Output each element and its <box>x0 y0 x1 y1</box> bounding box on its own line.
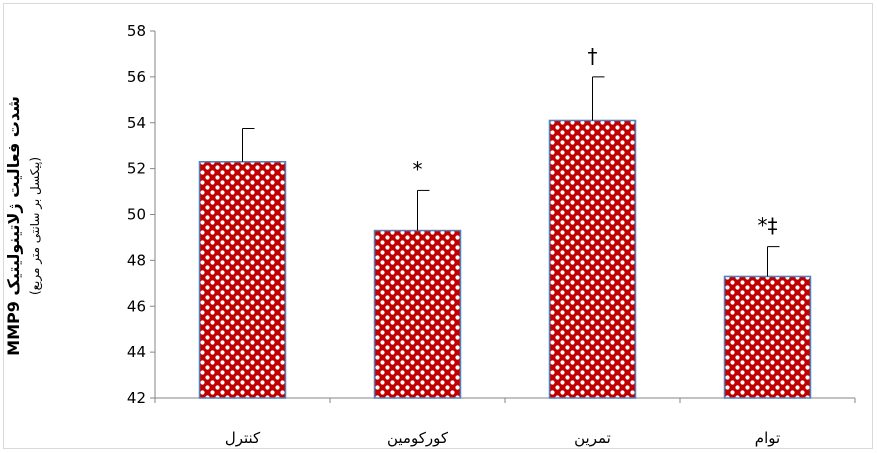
bar <box>198 160 287 399</box>
y-tick-label: 54 <box>127 114 146 132</box>
y-tick-label: 42 <box>127 389 146 407</box>
chart-frame <box>3 3 873 449</box>
y-tick-label: 48 <box>127 251 146 269</box>
significance-marker: † <box>588 44 598 68</box>
y-tick-label: 56 <box>127 68 146 86</box>
bar <box>548 119 637 399</box>
significance-marker: * <box>413 157 423 181</box>
y-tick-label: 58 <box>127 22 146 40</box>
x-tick-label: توام <box>755 429 780 447</box>
bar <box>723 275 812 399</box>
y-tick-label: 44 <box>127 343 146 361</box>
y-tick-label: 50 <box>127 206 146 224</box>
x-tick-label: تمرین <box>574 429 611 447</box>
x-tick-label: کنترل <box>225 429 261 447</box>
significance-marker: *‡ <box>758 214 778 238</box>
y-tick-label: 46 <box>127 297 146 315</box>
y-tick-label: 52 <box>127 160 146 178</box>
x-tick-label: کورکومین <box>387 429 449 447</box>
bar <box>373 229 462 399</box>
